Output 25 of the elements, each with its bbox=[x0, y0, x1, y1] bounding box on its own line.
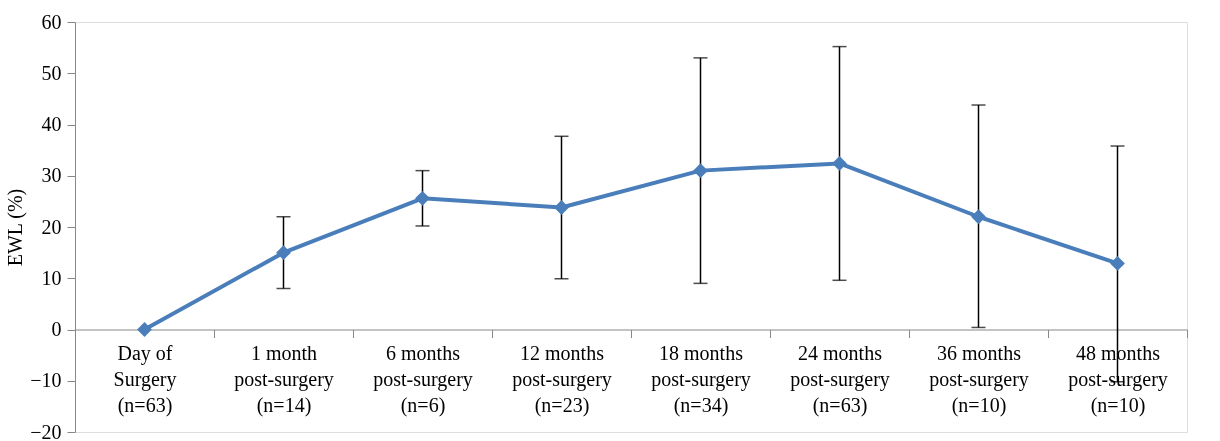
y-axis-title: EWL (%) bbox=[4, 188, 28, 267]
y-tick-label: 50 bbox=[41, 61, 62, 84]
x-tick-label: 12 months post-surgery (n=23) bbox=[512, 342, 612, 417]
y-tick-label: 60 bbox=[41, 10, 62, 33]
point bbox=[971, 209, 986, 225]
point bbox=[137, 322, 152, 337]
x-tick-label: 6 months post-surgery (n=6) bbox=[373, 342, 473, 417]
x-tick-label: 36 months post-surgery (n=10) bbox=[929, 342, 1029, 417]
y-tick-label: 30 bbox=[41, 164, 62, 187]
y-tick-label: −20 bbox=[30, 420, 62, 441]
x-tick-label: 18 months post-surgery (n=34) bbox=[651, 342, 751, 417]
point bbox=[1110, 255, 1125, 271]
point bbox=[276, 245, 291, 261]
x-tick-label: 24 months post-surgery (n=63) bbox=[790, 342, 890, 417]
point bbox=[415, 190, 430, 206]
point bbox=[832, 156, 847, 171]
y-tick-label: 40 bbox=[41, 113, 62, 135]
y-tick-label: −10 bbox=[30, 369, 62, 392]
x-tick-label: 1 month post-surgery (n=14) bbox=[234, 342, 334, 417]
point bbox=[554, 200, 569, 215]
y-tick-label: 20 bbox=[41, 215, 62, 238]
y-tick-label: 0 bbox=[51, 318, 62, 340]
y-tick-label: 10 bbox=[41, 266, 62, 289]
point bbox=[693, 163, 708, 179]
x-tick-label: Day of Surgery (n=63) bbox=[113, 342, 177, 417]
